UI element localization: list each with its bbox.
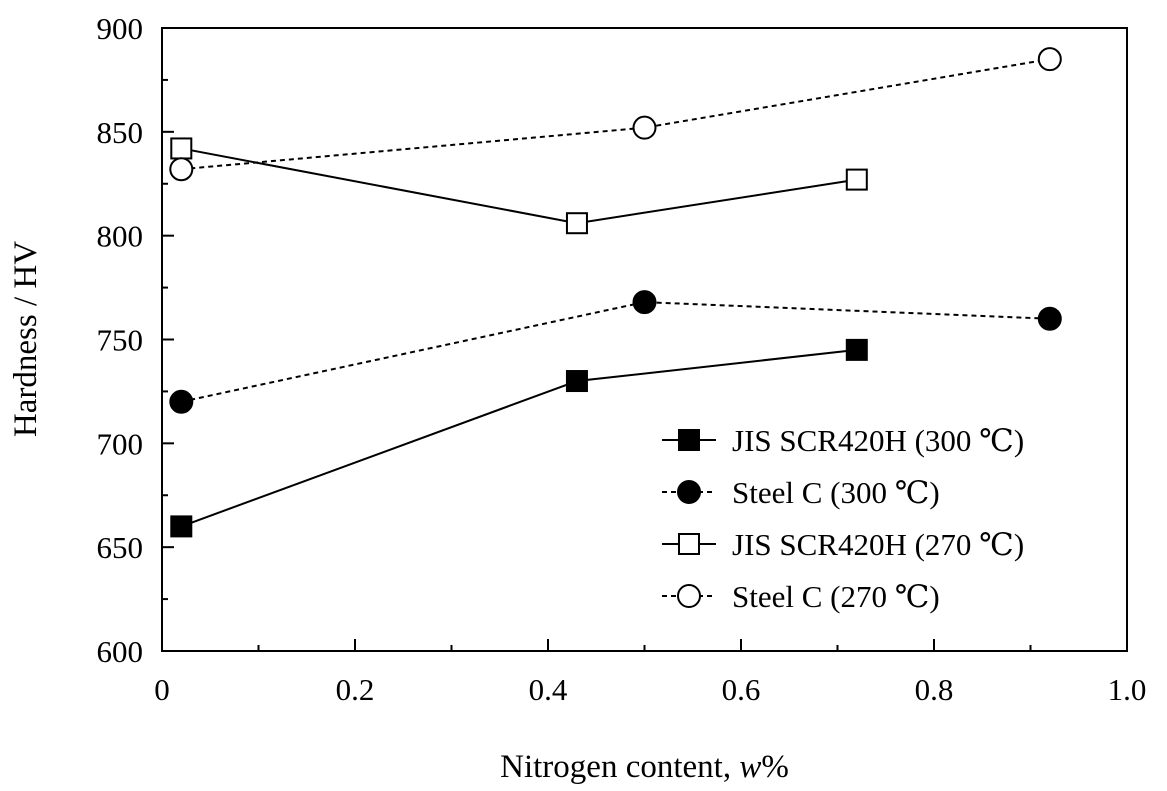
legend-label: JIS SCR420H (270 ℃) (732, 527, 1024, 562)
x-tick-label: 0 (154, 672, 170, 707)
legend-marker (677, 480, 701, 504)
series-0 (170, 338, 868, 538)
legend-label: JIS SCR420H (300 ℃) (732, 423, 1024, 458)
data-point (169, 157, 194, 182)
y-tick-label: 800 (97, 219, 144, 254)
data-point (1037, 47, 1062, 72)
legend-marker (677, 584, 701, 608)
legend-entry: Steel C (270 ℃) (662, 579, 940, 614)
y-tick-label: 750 (97, 323, 144, 358)
data-point (845, 338, 868, 361)
data-point (565, 370, 588, 393)
x-tick-label: 0.8 (915, 672, 954, 707)
legend-entry: JIS SCR420H (300 ℃) (662, 423, 1024, 458)
y-axis-ticks: 600 650 700 750 800 850 900 (97, 11, 174, 669)
legend-marker (678, 429, 700, 451)
y-tick-label: 700 (97, 426, 144, 461)
data-point (845, 168, 868, 191)
data-point (1037, 306, 1062, 331)
legend-label: Steel C (270 ℃) (732, 579, 940, 614)
x-axis-title-text: Nitrogen content, w% (500, 749, 789, 785)
legend-marker (678, 533, 700, 555)
y-tick-label: 850 (97, 115, 144, 150)
series-line (181, 301, 1050, 403)
x-tick-label: 0.4 (529, 672, 568, 707)
y-tick-label: 900 (97, 11, 144, 46)
series-3 (169, 47, 1062, 182)
legend-entry: Steel C (300 ℃) (662, 475, 940, 510)
legend-label: Steel C (300 ℃) (732, 475, 940, 510)
legend-entry: JIS SCR420H (270 ℃) (662, 527, 1024, 562)
y-tick-label: 600 (97, 634, 144, 669)
series-1 (169, 290, 1062, 414)
y-tick-label: 650 (97, 530, 144, 565)
data-point (632, 115, 657, 140)
x-axis-title: Nitrogen content, w% (500, 749, 789, 785)
series-2 (170, 137, 868, 235)
x-tick-label: 0.6 (722, 672, 761, 707)
data-point (169, 389, 194, 414)
y-axis-title: Hardness / HV (8, 241, 44, 437)
x-tick-label: 0.2 (336, 672, 375, 707)
data-point (170, 137, 193, 160)
data-point (170, 515, 193, 538)
data-point (632, 290, 657, 315)
legend: JIS SCR420H (300 ℃) Steel C (300 ℃) JIS SC… (662, 423, 1024, 614)
series-line (181, 58, 1050, 171)
data-point (565, 212, 588, 235)
x-tick-label: 1.0 (1108, 672, 1147, 707)
plot-series (169, 47, 1062, 538)
x-axis-ticks: 0 0.2 0.4 0.6 0.8 1.0 (154, 639, 1146, 707)
